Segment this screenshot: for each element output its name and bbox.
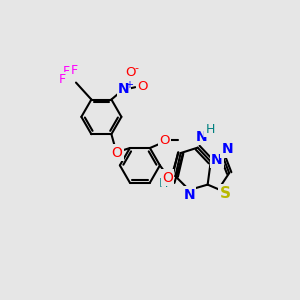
Text: -: - [135, 63, 139, 73]
Text: N: N [211, 153, 223, 167]
Text: O: O [162, 171, 173, 185]
Text: F: F [71, 64, 78, 77]
Text: O: O [125, 66, 136, 79]
Text: H: H [158, 177, 168, 190]
Text: N: N [183, 188, 195, 202]
Text: N: N [222, 142, 233, 156]
Text: O: O [138, 80, 148, 93]
Text: O: O [159, 134, 170, 147]
Text: N: N [196, 130, 207, 144]
Text: O: O [111, 146, 122, 160]
Text: +: + [125, 80, 133, 90]
Text: N: N [118, 82, 130, 96]
Text: F: F [58, 73, 66, 86]
Text: F: F [63, 65, 70, 78]
Text: H: H [205, 123, 214, 136]
Text: S: S [220, 186, 231, 201]
